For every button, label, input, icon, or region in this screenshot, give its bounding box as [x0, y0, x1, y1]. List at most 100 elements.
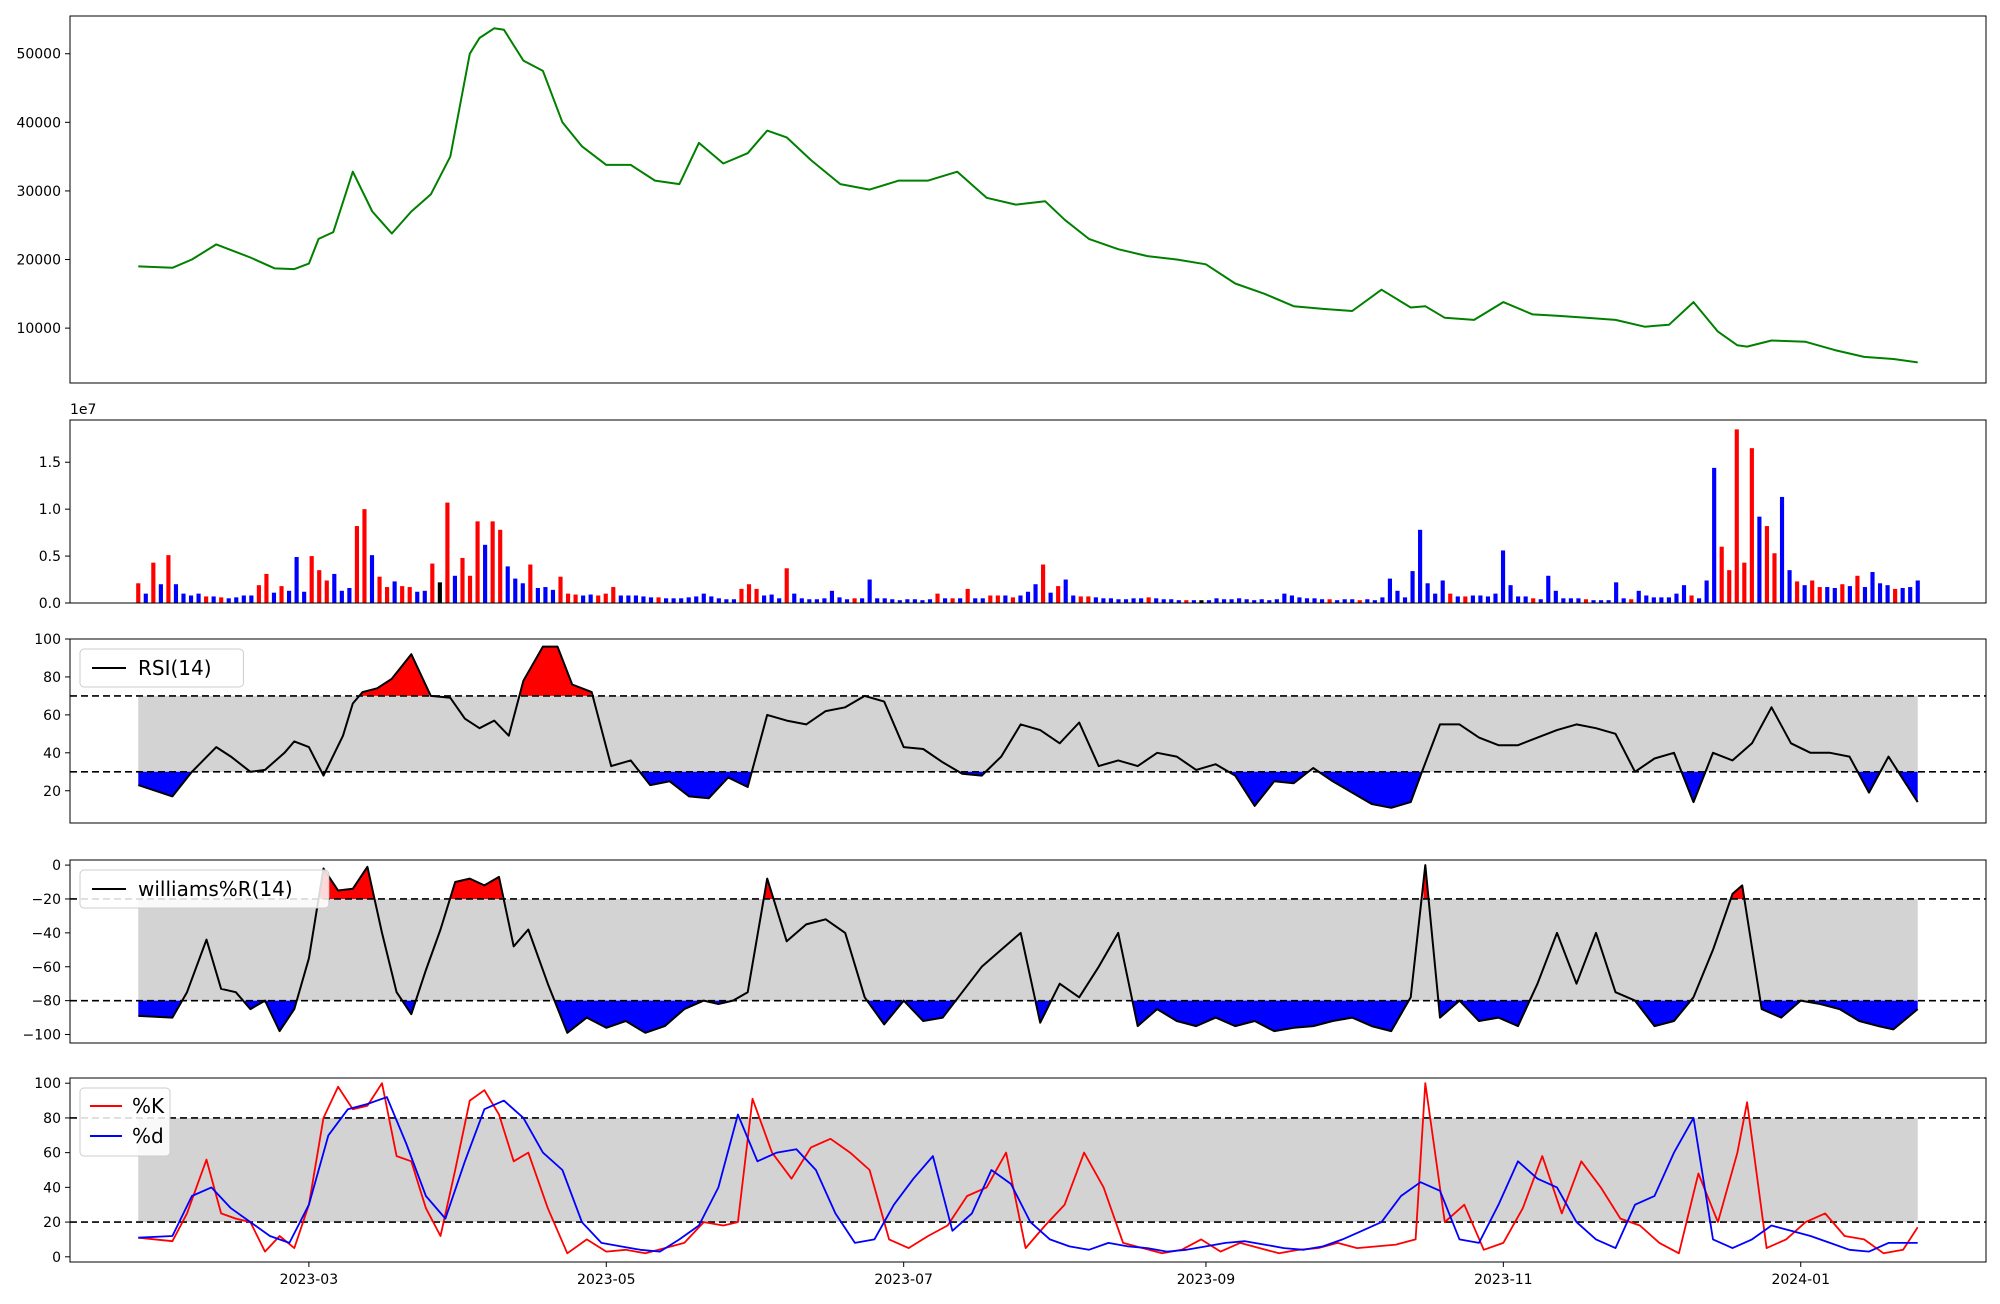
williams-ytick-label: −40: [31, 926, 61, 942]
volume-bar: [852, 598, 857, 603]
volume-bar: [1908, 587, 1913, 603]
rsi-panel-frame: [69, 638, 1987, 824]
volume-bar: [1252, 600, 1257, 603]
volume-bar: [460, 557, 465, 603]
williams-legend: williams%R(14): [79, 869, 330, 909]
volume-bar: [920, 600, 925, 603]
volume-bar: [1644, 595, 1649, 603]
volume-ytick-label: 1.5: [39, 455, 61, 471]
volume-bar: [188, 595, 194, 603]
volume-bar: [317, 570, 322, 603]
volume-bar: [1350, 599, 1355, 603]
williams-oversold-fill: [1439, 1000, 1529, 1026]
volume-bar: [1697, 598, 1702, 603]
volume-bar: [1161, 599, 1166, 603]
volume-bar: [1304, 598, 1310, 603]
volume-bar: [324, 580, 329, 603]
volume-bar: [1169, 599, 1174, 603]
volume-bar: [1500, 550, 1506, 603]
williams-legend-label: williams%R(14): [138, 877, 293, 901]
volume-bar: [347, 587, 352, 603]
volume-bar: [528, 564, 533, 603]
volume-bar: [1877, 583, 1883, 603]
x-tick-label: 2023-05: [577, 1272, 636, 1288]
volume-bar: [686, 597, 691, 603]
volume-bar: [784, 568, 789, 603]
price-panel-frame: [69, 15, 1987, 384]
volume-bar: [1862, 587, 1868, 603]
volume-bar: [1470, 595, 1475, 603]
volume-bar: [837, 597, 842, 603]
volume-bar: [626, 595, 631, 603]
volume-bar: [1855, 575, 1860, 603]
volume-bar: [1893, 588, 1898, 603]
volume-bar: [1810, 580, 1815, 603]
volume-bar: [550, 589, 556, 603]
volume-bar: [1636, 590, 1641, 603]
volume-bar: [739, 588, 744, 603]
volume-bar: [1779, 496, 1785, 603]
volume-bar: [475, 521, 480, 603]
rsi-ytick-label: 100: [34, 632, 61, 648]
volume-bar: [415, 591, 420, 603]
volume-exponent-label: 1e7: [70, 402, 96, 418]
volume-bar: [1003, 595, 1008, 603]
williams-oversold-fill: [138, 1000, 182, 1018]
volume-bar: [452, 575, 458, 603]
volume-bar: [927, 599, 933, 603]
volume-bar: [1093, 597, 1098, 603]
volume-bar: [1448, 593, 1453, 603]
volume-bar: [422, 590, 427, 603]
volume-bar: [1704, 580, 1709, 603]
williams-band: [138, 898, 1918, 1001]
volume-bar: [1485, 596, 1491, 603]
williams-overbought-fill: [1731, 885, 1744, 899]
volume-bar: [581, 595, 586, 603]
volume-bar: [1614, 582, 1619, 603]
volume-bar: [1795, 581, 1800, 603]
volume-bar: [1900, 587, 1905, 603]
volume-bar: [558, 576, 563, 603]
williams-ytick-label: −100: [23, 1028, 61, 1044]
volume-bar: [890, 599, 895, 603]
volume-bar: [1742, 562, 1747, 603]
stochastic-k-line: [138, 1082, 1919, 1255]
volume-bar: [1598, 600, 1604, 603]
volume-bar: [1455, 596, 1460, 603]
volume-bar: [1764, 526, 1770, 603]
volume-bar: [1342, 599, 1347, 603]
volume-bar: [369, 555, 375, 603]
volume-bar: [807, 599, 812, 603]
volume-bar: [1154, 598, 1159, 603]
volume-panel-frame: [69, 419, 1987, 604]
volume-bar: [1221, 599, 1227, 603]
volume-bar: [1357, 600, 1362, 603]
stochastic-legend-label: %d: [132, 1124, 164, 1148]
volume-bar: [664, 598, 669, 603]
volume-bar: [535, 587, 540, 603]
volume-bar: [234, 597, 239, 603]
volume-bar: [1546, 575, 1551, 603]
volume-bar: [935, 593, 940, 603]
rsi-line: [137, 645, 1919, 809]
volume-bar: [1629, 599, 1634, 603]
volume-bar: [400, 586, 405, 603]
volume-bar: [1508, 585, 1513, 603]
volume-bar: [1237, 598, 1242, 603]
volume-bar: [867, 579, 872, 603]
williams-panel-frame: [69, 859, 1987, 1044]
volume-bar: [1719, 546, 1724, 603]
volume-bar: [1176, 600, 1181, 603]
volume-bar: [1606, 600, 1611, 603]
volume-bar: [543, 587, 548, 603]
rsi-oversold-fill: [138, 771, 192, 797]
volume-bar: [995, 595, 1000, 603]
volume-bar: [1410, 571, 1415, 603]
volume-bar: [762, 595, 767, 603]
stochastic-legend-label: %K: [132, 1094, 165, 1118]
volume-bar: [1312, 598, 1317, 603]
volume-ytick-label: 1.0: [39, 502, 61, 518]
volume-bar: [1365, 599, 1370, 603]
volume-bar: [1817, 587, 1822, 603]
